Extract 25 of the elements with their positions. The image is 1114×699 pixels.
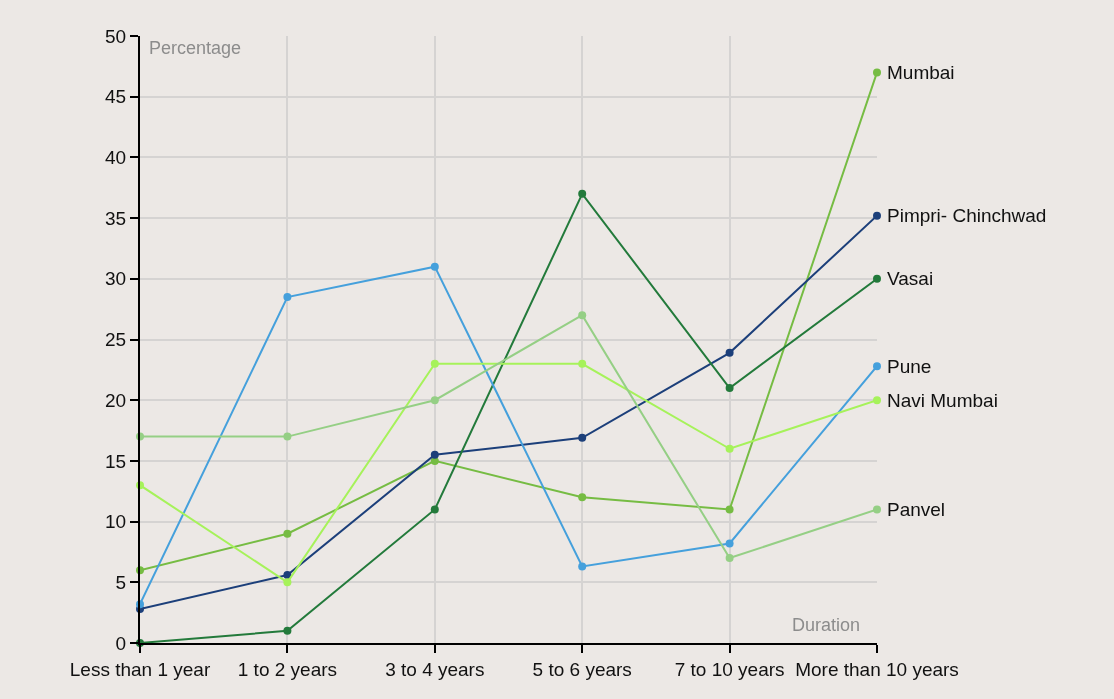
y-axis-title: Percentage — [149, 38, 242, 58]
x-tick-label: 5 to 6 years — [532, 658, 632, 680]
x-tick-label: 7 to 10 years — [674, 658, 785, 680]
y-tick-label: 5 — [115, 571, 127, 593]
y-tick-label: 40 — [105, 147, 127, 169]
x-tick-label: 3 to 4 years — [385, 658, 485, 680]
y-tick-label: 30 — [105, 268, 127, 290]
series-label: Panvel — [887, 499, 946, 520]
y-tick-label: 50 — [105, 25, 127, 47]
y-tick-label: 25 — [105, 329, 127, 351]
x-tick-label: Less than 1 year — [69, 658, 211, 680]
x-tick-label: More than 10 years — [795, 658, 959, 680]
y-tick-label: 15 — [105, 450, 127, 472]
series-label: Vasai — [887, 268, 934, 289]
y-tick-label: 20 — [105, 389, 127, 411]
y-tick-label: 45 — [105, 86, 127, 108]
x-axis-title: Duration — [792, 615, 861, 635]
x-tick-label: 1 to 2 years — [237, 658, 338, 680]
y-tick-label: 0 — [115, 632, 127, 654]
series-label: Pimpri- Chinchwad — [887, 205, 1047, 226]
series-label: Pune — [887, 356, 932, 377]
series-label: Mumbai — [887, 62, 955, 83]
y-tick-label: 35 — [105, 207, 127, 229]
y-tick-label: 10 — [105, 511, 127, 533]
series-label: Navi Mumbai — [887, 390, 998, 411]
